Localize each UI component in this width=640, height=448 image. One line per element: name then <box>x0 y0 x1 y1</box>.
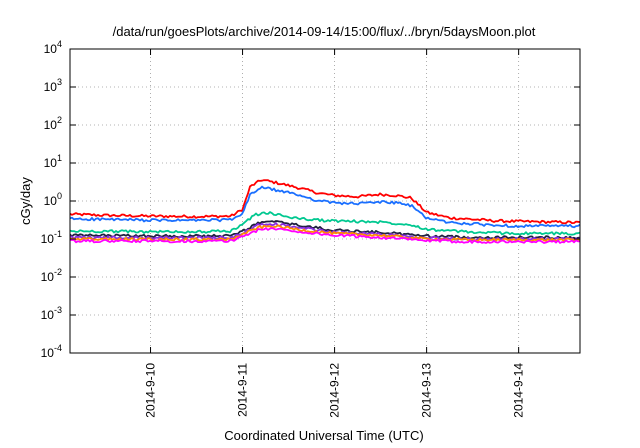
chart-title: /data/run/goesPlots/archive/2014-09-14/1… <box>113 24 536 39</box>
x-tick-group: 2014-9-10 2014-9-11 2014-9-12 2014-9-13 2014… <box>144 49 526 418</box>
x-tick-label: 2014-9-12 <box>328 363 342 418</box>
y-tick-label: 10-4 <box>41 343 62 360</box>
x-axis-label: Coordinated Universal Time (UTC) <box>224 428 423 443</box>
grid-lines <box>70 49 580 353</box>
y-tick-label: 103 <box>44 77 62 94</box>
y-tick-label: 101 <box>44 153 62 170</box>
series-line-4 <box>69 220 581 240</box>
y-tick-label: 102 <box>44 115 62 132</box>
y-axis-label: cGy/day <box>18 177 33 225</box>
y-tick-label: 10-2 <box>41 267 62 284</box>
series-group <box>69 179 581 244</box>
y-tick-label: 100 <box>44 191 62 208</box>
series-line-1 <box>69 179 581 225</box>
y-tick-group: 10-4 10-3 10-2 10-1 100 101 102 103 104 <box>41 39 580 360</box>
x-tick-label: 2014-9-14 <box>512 363 526 418</box>
x-tick-label: 2014-9-11 <box>236 363 250 417</box>
series-line-2 <box>69 185 581 229</box>
y-tick-label: 10-3 <box>41 305 62 322</box>
x-tick-label: 2014-9-13 <box>420 363 434 418</box>
x-tick-label: 2014-9-10 <box>144 363 158 418</box>
y-tick-label: 104 <box>44 39 62 56</box>
y-tick-label: 10-1 <box>41 229 62 246</box>
series-line-3 <box>69 211 581 236</box>
series-line-7 <box>69 227 581 244</box>
